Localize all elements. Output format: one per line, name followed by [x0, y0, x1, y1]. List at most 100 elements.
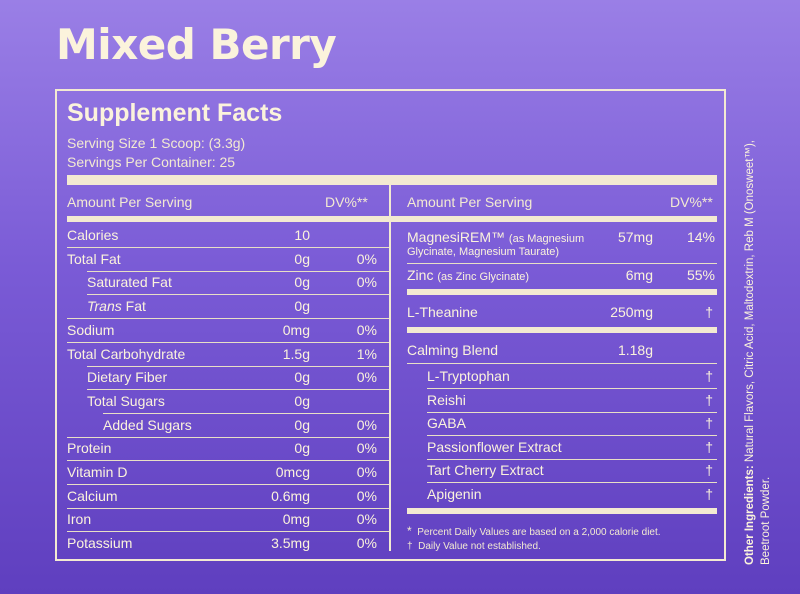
- magnesium-dv: 14%: [686, 229, 715, 245]
- left-header-rule: [67, 216, 389, 222]
- left-header-dv: DV%**: [325, 194, 368, 210]
- row-rule: [427, 458, 717, 460]
- nutrient-amount: 0g: [294, 440, 310, 457]
- nutrient-name: Vitamin D: [67, 464, 128, 480]
- row-rule: [87, 294, 389, 296]
- blend-amount: 1.18g: [617, 342, 653, 358]
- nutrient-amount: 0g: [294, 392, 310, 409]
- blend-item-dv: †: [705, 368, 713, 384]
- magnesium-amount: 57mg: [617, 229, 653, 245]
- thick-divider: [67, 175, 717, 185]
- right-header-rule: [391, 216, 717, 222]
- nutrient-name: Total Sugars: [87, 392, 165, 409]
- row-rule: [103, 412, 389, 414]
- nutrient-name: Calories: [67, 227, 119, 243]
- nutrient-amount: 0g: [294, 298, 310, 315]
- supplement-facts-panel: Supplement Facts Serving Size 1 Scoop: (…: [55, 89, 726, 561]
- nutrient-amount: 0g: [294, 274, 310, 291]
- nutrient-dv: 1%: [356, 345, 377, 362]
- row-rule: [407, 263, 717, 264]
- row-rule: [67, 484, 389, 485]
- zinc-dv: 55%: [686, 267, 715, 283]
- nutrient-dv: 0%: [356, 511, 377, 528]
- row-rule: [67, 507, 389, 509]
- blend-item-dv: †: [705, 438, 713, 455]
- nutrient-dv: 0%: [356, 487, 377, 504]
- nutrient-amount: 0g: [294, 416, 310, 433]
- nutrient-name: Dietary Fiber: [87, 369, 168, 386]
- footnote-dv: * Percent Daily Values are based on a 2,…: [407, 524, 661, 538]
- magnesium-detail: Glycinate, Magnesium Taurate): [407, 246, 560, 258]
- row-rule: [87, 270, 389, 272]
- blend-item-name: Passionflower Extract: [427, 438, 562, 455]
- nutrient-dv: 0%: [356, 321, 377, 338]
- row-rule: [427, 435, 717, 437]
- row-rule: [67, 531, 389, 533]
- row-rule: [407, 363, 717, 364]
- nutrient-dv: 0%: [356, 535, 377, 552]
- serving-size: Serving Size 1 Scoop: (3.3g): [67, 135, 246, 151]
- blend-item-dv: †: [705, 391, 713, 408]
- column-divider: [389, 185, 391, 551]
- footnote-dagger: † Daily Value not established.: [407, 541, 541, 552]
- blend-item-name: Reishi: [427, 391, 466, 408]
- row-rule: [427, 482, 717, 484]
- theanine-dv: †: [705, 304, 713, 320]
- nutrient-dv: 0%: [356, 274, 377, 291]
- row-rule: [67, 460, 389, 462]
- row-rule: [427, 388, 717, 389]
- blend-item-name: GABA: [427, 415, 466, 432]
- nutrient-name: Saturated Fat: [87, 274, 172, 291]
- nutrient-amount: 0mg: [282, 511, 310, 528]
- row-rule: [87, 389, 389, 391]
- nutrient-dv: 0%: [356, 250, 377, 267]
- nutrient-amount: 10: [294, 227, 310, 243]
- row-rule: [67, 341, 389, 343]
- row-rule: [87, 365, 389, 367]
- nutrient-dv: 0%: [356, 464, 377, 480]
- blend-item-name: Apigenin: [427, 486, 482, 502]
- theanine-rule: [407, 327, 717, 333]
- zinc-rule: [407, 289, 717, 295]
- blend-item-name: Tart Cherry Extract: [427, 462, 544, 479]
- nutrient-dv: 0%: [356, 416, 377, 433]
- nutrient-dv: 0%: [356, 440, 377, 457]
- blend-name: Calming Blend: [407, 342, 499, 358]
- nutrient-name: Iron: [67, 511, 92, 528]
- nutrient-amount: 3.5mg: [271, 535, 310, 552]
- right-header-amount: Amount Per Serving: [407, 194, 533, 210]
- flavor-title: Mixed Berry: [56, 20, 337, 69]
- row-rule: [67, 436, 389, 438]
- blend-item-dv: †: [705, 486, 713, 502]
- row-rule: [427, 411, 717, 413]
- nutrient-name: Potassium: [67, 535, 133, 552]
- row-rule: [67, 247, 389, 248]
- nutrient-amount: 1.5g: [282, 345, 310, 362]
- nutrient-amount: 0.6mg: [271, 487, 310, 504]
- nutrient-name: Calcium: [67, 487, 118, 504]
- zinc-name: Zinc (as Zinc Glycinate): [407, 267, 530, 283]
- footnote-rule: [407, 508, 717, 514]
- row-rule: [67, 318, 389, 320]
- blend-item-name: L-Tryptophan: [427, 368, 510, 384]
- blend-item-dv: †: [705, 415, 713, 432]
- nutrient-amount: 0g: [294, 250, 310, 267]
- nutrient-name: Sodium: [67, 321, 115, 338]
- nutrient-name: Total Carbohydrate: [67, 345, 186, 362]
- nutrient-name: Total Fat: [67, 250, 121, 267]
- facts-heading: Supplement Facts: [67, 99, 283, 127]
- theanine-amount: 250mg: [610, 304, 653, 320]
- nutrient-amount: 0mg: [282, 321, 310, 338]
- blend-item-dv: †: [705, 462, 713, 479]
- theanine-name: L-Theanine: [407, 304, 478, 320]
- right-header-dv: DV%**: [670, 194, 713, 210]
- nutrient-dv: 0%: [356, 369, 377, 386]
- servings-per-container: Servings Per Container: 25: [67, 154, 236, 170]
- left-header-amount: Amount Per Serving: [67, 194, 193, 210]
- other-ingredients: Other Ingredients: Natural Flavors, Citr…: [744, 140, 772, 565]
- zinc-amount: 6mg: [625, 267, 653, 283]
- nutrient-amount: 0g: [294, 369, 310, 386]
- magnesium-name: MagnesiREM™ (as Magnesium: [407, 229, 585, 245]
- nutrient-amount: 0mcg: [275, 464, 310, 480]
- nutrient-name: Added Sugars: [103, 416, 192, 433]
